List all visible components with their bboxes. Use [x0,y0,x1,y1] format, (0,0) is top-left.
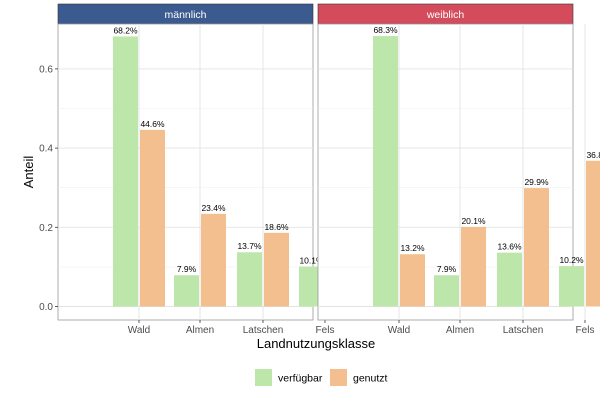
legend-swatch [255,369,272,386]
bar-verfuegbar-fels [559,266,584,307]
bar-genutzt-wald [400,254,425,307]
x-tick-label: Fels [316,325,335,336]
bar-value-label: 20.1% [461,216,486,226]
bar-verfuegbar-latschen [237,252,262,307]
bar-genutzt-latschen [524,188,549,307]
y-axis: 0.0 0.2 0.4 0.6 [39,64,58,313]
bar-genutzt-fels [586,160,600,307]
legend-item-genutzt: genutzt [330,369,388,386]
bar-verfuegbar-latschen [497,252,522,307]
bar-value-label: 7.9% [437,264,457,274]
x-tick-label: Latschen [503,325,544,336]
y-tick-label: 0.2 [39,223,53,234]
y-tick-label: 0.0 [39,302,53,313]
x-tick-label: Wald [388,325,410,336]
legend-swatch [330,369,347,386]
facet-panel-maennlich: männlich 68.2% 7.9% 13.7% 10.1% 44.6% 23.4% 18.… [57,3,351,336]
y-axis-title: Anteil [21,156,36,189]
facet-strip-label: männlich [164,9,206,21]
bar-value-label: 44.6% [140,119,165,129]
bar-value-label: 68.2% [113,25,138,35]
x-tick-label: Almen [186,325,214,336]
bar-genutzt-almen [201,213,226,307]
bar-value-label: 10.2% [559,255,584,265]
bar-value-label: 23.4% [201,203,226,213]
x-tick-label: Latschen [243,325,284,336]
bar-value-label: 10.1% [299,256,324,266]
x-tick-label: Fels [576,325,595,336]
facet-panel-weiblich: weiblich 68.3% 7.9% 13.6% 10.2% 13.2% 20.1% 29.… [317,3,600,336]
bar-genutzt-wald [140,129,165,307]
bar-value-label: 29.9% [524,177,549,187]
legend-label: verfügbar [278,373,323,385]
bar-verfuegbar-wald [113,36,138,307]
bar-value-label: 13.6% [497,242,522,252]
x-tick-label: Wald [128,325,150,336]
legend-label: genutzt [353,373,388,385]
legend-item-verfuegbar: verfügbar [255,369,323,386]
x-tick-label: Almen [446,325,474,336]
facet-strip-label: weiblich [426,9,465,21]
bar-value-label: 13.2% [400,243,425,253]
legend: verfügbar genutzt [255,369,388,386]
bar-value-label: 36.8% [586,150,600,160]
y-tick-label: 0.4 [39,144,53,155]
bar-value-label: 7.9% [177,264,197,274]
bar-verfuegbar-almen [434,275,459,307]
bar-value-label: 18.6% [264,222,289,232]
bar-verfuegbar-almen [174,275,199,307]
chart-panels: männlich 68.2% 7.9% 13.7% 10.1% 44.6% 23.4% 18.… [57,3,600,336]
bar-verfuegbar-wald [373,36,398,307]
bar-genutzt-latschen [264,232,289,307]
x-axis-title: Landnutzungsklasse [257,336,376,351]
bar-value-label: 68.3% [373,25,398,35]
y-tick-label: 0.6 [39,64,53,75]
bar-genutzt-almen [461,226,486,307]
bar-value-label: 13.7% [237,241,262,251]
